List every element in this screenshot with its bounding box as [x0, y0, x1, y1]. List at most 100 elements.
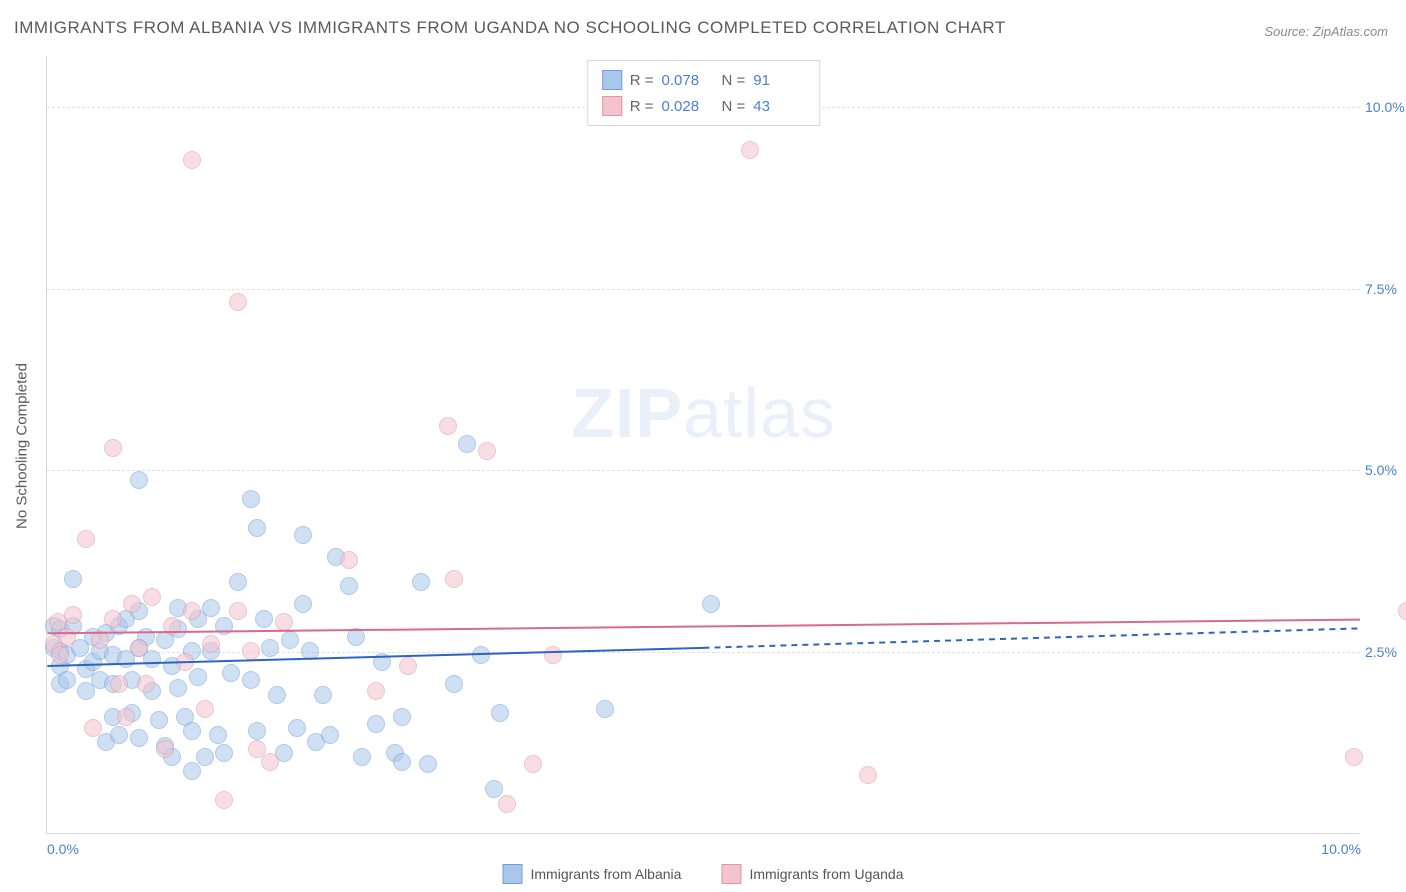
data-point	[196, 700, 214, 718]
data-point	[189, 668, 207, 686]
data-point	[399, 657, 417, 675]
n-label: N =	[722, 98, 746, 115]
r-value-uganda: 0.028	[662, 98, 714, 115]
legend-series: Immigrants from Albania Immigrants from …	[502, 864, 903, 884]
r-value-albania: 0.078	[662, 72, 714, 89]
n-value-uganda: 43	[753, 98, 805, 115]
data-point	[215, 617, 233, 635]
r-label: R =	[630, 98, 654, 115]
data-point	[1398, 602, 1406, 620]
data-point	[439, 417, 457, 435]
data-point	[229, 573, 247, 591]
data-point	[275, 613, 293, 631]
data-point	[347, 628, 365, 646]
n-label: N =	[722, 72, 746, 89]
data-point	[104, 439, 122, 457]
data-point	[268, 686, 286, 704]
data-point	[702, 595, 720, 613]
swatch-albania	[502, 864, 522, 884]
chart-title: IMMIGRANTS FROM ALBANIA VS IMMIGRANTS FR…	[14, 18, 1006, 38]
data-point	[64, 606, 82, 624]
y-tick-label: 5.0%	[1365, 462, 1406, 478]
data-point	[544, 646, 562, 664]
data-point	[58, 671, 76, 689]
data-point	[202, 635, 220, 653]
data-point	[150, 711, 168, 729]
data-point	[314, 686, 332, 704]
data-point	[288, 719, 306, 737]
data-point	[183, 151, 201, 169]
data-point	[130, 639, 148, 657]
data-point	[445, 675, 463, 693]
data-point	[419, 755, 437, 773]
data-point	[130, 729, 148, 747]
data-point	[301, 642, 319, 660]
plot-area: ZIPatlas R = 0.078 N = 91 R = 0.028 N = …	[46, 56, 1360, 834]
data-point	[117, 708, 135, 726]
data-point	[183, 762, 201, 780]
data-point	[143, 588, 161, 606]
legend-item-albania: Immigrants from Albania	[502, 864, 681, 884]
data-point	[261, 753, 279, 771]
swatch-uganda	[602, 96, 622, 116]
y-tick-label: 7.5%	[1365, 281, 1406, 297]
data-point	[156, 740, 174, 758]
series-label-albania: Immigrants from Albania	[530, 866, 681, 882]
x-tick-label: 0.0%	[47, 841, 79, 857]
data-point	[478, 442, 496, 460]
data-point	[458, 435, 476, 453]
swatch-uganda	[721, 864, 741, 884]
y-tick-label: 2.5%	[1365, 644, 1406, 660]
data-point	[472, 646, 490, 664]
data-point	[104, 610, 122, 628]
data-point	[242, 490, 260, 508]
legend-item-uganda: Immigrants from Uganda	[721, 864, 903, 884]
data-point	[242, 642, 260, 660]
data-point	[445, 570, 463, 588]
legend-row-albania: R = 0.078 N = 91	[602, 67, 806, 93]
data-point	[229, 293, 247, 311]
r-label: R =	[630, 72, 654, 89]
regression-lines	[47, 56, 1360, 833]
legend-stats: R = 0.078 N = 91 R = 0.028 N = 43	[587, 60, 821, 126]
data-point	[367, 715, 385, 733]
data-point	[163, 617, 181, 635]
data-point	[248, 722, 266, 740]
data-point	[294, 526, 312, 544]
watermark-rest: atlas	[683, 374, 836, 452]
data-point	[255, 610, 273, 628]
data-point	[741, 141, 759, 159]
data-point	[353, 748, 371, 766]
series-label-uganda: Immigrants from Uganda	[749, 866, 903, 882]
data-point	[1345, 748, 1363, 766]
data-point	[196, 748, 214, 766]
data-point	[412, 573, 430, 591]
data-point	[110, 726, 128, 744]
swatch-albania	[602, 70, 622, 90]
data-point	[91, 631, 109, 649]
data-point	[373, 653, 391, 671]
data-point	[498, 795, 516, 813]
data-point	[222, 664, 240, 682]
data-point	[130, 471, 148, 489]
data-point	[202, 599, 220, 617]
data-point	[524, 755, 542, 773]
data-point	[340, 577, 358, 595]
data-point	[393, 708, 411, 726]
data-point	[859, 766, 877, 784]
watermark: ZIPatlas	[571, 373, 836, 453]
data-point	[169, 679, 187, 697]
data-point	[242, 671, 260, 689]
data-point	[229, 602, 247, 620]
data-point	[215, 744, 233, 762]
data-point	[64, 570, 82, 588]
data-point	[367, 682, 385, 700]
source-attribution: Source: ZipAtlas.com	[1264, 24, 1388, 39]
n-value-albania: 91	[753, 72, 805, 89]
data-point	[123, 595, 141, 613]
y-tick-label: 10.0%	[1365, 99, 1406, 115]
data-point	[294, 595, 312, 613]
data-point	[77, 530, 95, 548]
data-point	[491, 704, 509, 722]
data-point	[261, 639, 279, 657]
